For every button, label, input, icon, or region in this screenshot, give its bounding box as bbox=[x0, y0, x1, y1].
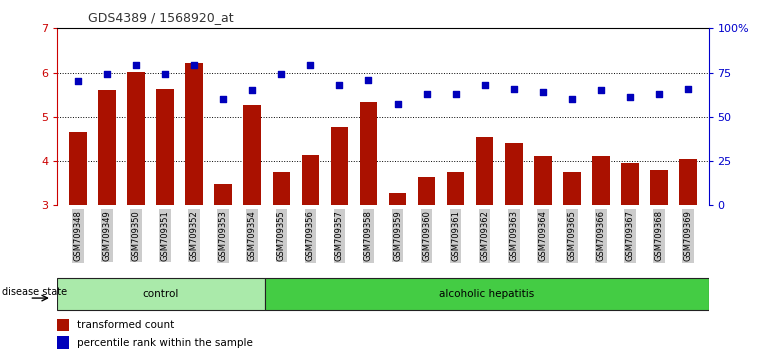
Point bbox=[72, 79, 84, 84]
Text: GSM709349: GSM709349 bbox=[103, 210, 111, 261]
Text: GSM709356: GSM709356 bbox=[306, 210, 315, 261]
Bar bbox=[418, 177, 435, 205]
Text: GSM709354: GSM709354 bbox=[247, 210, 257, 261]
Point bbox=[537, 89, 549, 95]
Point bbox=[624, 95, 637, 100]
Point bbox=[101, 72, 113, 77]
Point bbox=[421, 91, 433, 97]
Point bbox=[450, 91, 462, 97]
Bar bbox=[57, 336, 69, 349]
Bar bbox=[57, 319, 69, 331]
Bar bbox=[476, 137, 493, 205]
Text: GSM709357: GSM709357 bbox=[335, 210, 344, 261]
Bar bbox=[650, 170, 668, 205]
Bar bbox=[214, 184, 232, 205]
Point bbox=[188, 63, 200, 68]
Point bbox=[304, 63, 316, 68]
Bar bbox=[447, 172, 464, 205]
Bar bbox=[534, 156, 552, 205]
Bar bbox=[302, 155, 319, 205]
FancyBboxPatch shape bbox=[264, 278, 709, 310]
Bar bbox=[244, 105, 261, 205]
Text: GSM709355: GSM709355 bbox=[277, 210, 286, 261]
Point bbox=[333, 82, 345, 88]
Bar bbox=[69, 132, 87, 205]
Bar bbox=[592, 156, 610, 205]
Text: GSM709352: GSM709352 bbox=[189, 210, 198, 261]
Bar bbox=[505, 143, 522, 205]
Text: GSM709351: GSM709351 bbox=[161, 210, 169, 261]
Bar bbox=[156, 89, 174, 205]
Text: GSM709364: GSM709364 bbox=[538, 210, 548, 261]
Text: GSM709359: GSM709359 bbox=[393, 210, 402, 261]
Bar bbox=[331, 127, 348, 205]
Text: GSM709360: GSM709360 bbox=[422, 210, 431, 261]
Point bbox=[217, 96, 229, 102]
Point bbox=[566, 96, 578, 102]
Text: transformed count: transformed count bbox=[77, 320, 174, 330]
Bar bbox=[621, 163, 639, 205]
Text: GSM709350: GSM709350 bbox=[132, 210, 140, 261]
Point bbox=[508, 86, 520, 91]
Text: GSM709362: GSM709362 bbox=[480, 210, 489, 261]
Text: GSM709363: GSM709363 bbox=[509, 210, 519, 261]
Point bbox=[246, 87, 258, 93]
Point bbox=[159, 72, 171, 77]
Bar bbox=[185, 63, 203, 205]
Bar bbox=[360, 102, 377, 205]
Point bbox=[479, 82, 491, 88]
Point bbox=[653, 91, 665, 97]
Text: GSM709353: GSM709353 bbox=[218, 210, 228, 261]
Text: GSM709367: GSM709367 bbox=[626, 210, 634, 261]
Point bbox=[391, 102, 404, 107]
Text: GSM709361: GSM709361 bbox=[451, 210, 460, 261]
Point bbox=[682, 86, 694, 91]
Point bbox=[275, 72, 287, 77]
Text: GSM709368: GSM709368 bbox=[655, 210, 663, 261]
Text: GSM709369: GSM709369 bbox=[684, 210, 692, 261]
Bar bbox=[273, 172, 290, 205]
Text: GSM709366: GSM709366 bbox=[597, 210, 605, 261]
Point bbox=[129, 63, 142, 68]
Bar bbox=[563, 172, 581, 205]
Bar bbox=[389, 193, 406, 205]
Bar bbox=[98, 90, 116, 205]
Bar bbox=[679, 159, 697, 205]
Point bbox=[595, 87, 607, 93]
FancyBboxPatch shape bbox=[57, 278, 264, 310]
Bar bbox=[127, 72, 145, 205]
Text: percentile rank within the sample: percentile rank within the sample bbox=[77, 338, 253, 348]
Text: GSM709358: GSM709358 bbox=[364, 210, 373, 261]
Text: GDS4389 / 1568920_at: GDS4389 / 1568920_at bbox=[88, 11, 234, 24]
Text: GSM709365: GSM709365 bbox=[568, 210, 577, 261]
Point bbox=[362, 77, 375, 82]
Text: disease state: disease state bbox=[2, 287, 67, 297]
Text: alcoholic hepatitis: alcoholic hepatitis bbox=[439, 289, 534, 299]
Text: GSM709348: GSM709348 bbox=[74, 210, 82, 261]
Text: control: control bbox=[142, 289, 179, 299]
